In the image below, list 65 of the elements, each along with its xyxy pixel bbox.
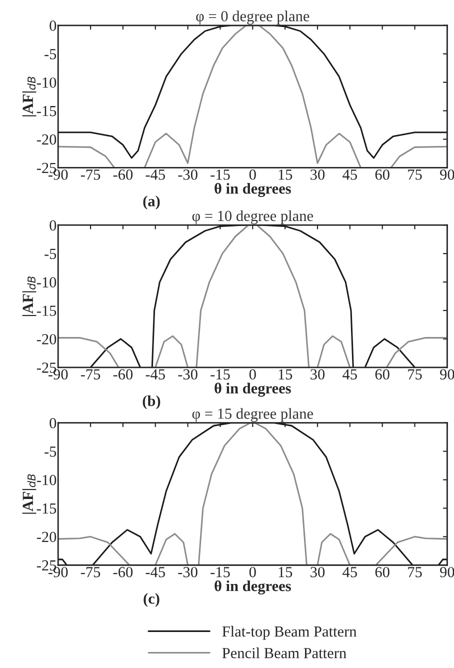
legend-label: Pencil Beam Pattern	[222, 648, 346, 658]
x-tick-label: 30	[310, 369, 325, 380]
text: (b)	[142, 395, 160, 410]
x-tick-label: -75	[80, 369, 100, 380]
x-tick-label: -45	[146, 567, 165, 578]
x-tick-label: -60	[113, 369, 133, 380]
y-tick-label: -15	[36, 306, 56, 316]
x-tick-label: 60	[375, 170, 390, 180]
x-tick-label: -15	[210, 170, 230, 180]
x-tick-label: 15	[278, 170, 292, 180]
x-tick-label: -45	[146, 170, 165, 180]
y-tick-label: -15	[36, 106, 56, 116]
x-tick-label: 90	[440, 369, 454, 380]
y-tick-label: -10	[36, 474, 56, 486]
x-tick-label: 30	[310, 170, 325, 180]
y-tick-label: -5	[44, 446, 56, 457]
x-tick-label: 45	[342, 369, 357, 380]
x-tick-label: 90	[440, 566, 454, 578]
chart-title: φ = 0 degree plane	[196, 10, 310, 25]
y-tick-label: -20	[36, 134, 56, 145]
text: (c)	[144, 593, 160, 607]
y-tick-label: 0	[50, 20, 56, 31]
x-tick-label: 15	[278, 369, 292, 380]
x-axis-title: θ in degrees	[214, 182, 291, 197]
x-tick-label: -30	[178, 170, 198, 180]
legend-label: Flat-top Beam Pattern	[222, 626, 357, 640]
x-axis-title: θ in degrees	[214, 580, 291, 594]
text: (a)	[143, 196, 160, 210]
x-tick-label: -75	[80, 170, 100, 180]
x-tick-label: 45	[342, 170, 357, 180]
y-tick-label: -5	[44, 49, 56, 60]
x-tick-label: 0	[249, 170, 256, 180]
x-tick-label: 0	[249, 369, 256, 380]
y-tick-label: 0	[50, 418, 56, 428]
x-tick-label: 15	[278, 567, 292, 578]
y-tick-label: -20	[36, 334, 56, 344]
x-tick-label: 90	[440, 170, 454, 180]
chart-title: φ = 15 degree plane	[192, 408, 314, 422]
y-tick-label: -10	[36, 77, 56, 88]
x-tick-label: 60	[375, 566, 390, 578]
x-tick-label: 0	[249, 566, 256, 578]
y-tick-label: -15	[36, 503, 56, 514]
y-tick-label: 0	[50, 220, 56, 231]
x-tick-label: -15	[210, 369, 230, 380]
x-tick-label: 75	[408, 369, 422, 380]
y-tick-label: -20	[36, 532, 56, 542]
y-tick-label: -5	[44, 248, 56, 260]
x-tick-label: -45	[146, 369, 165, 380]
x-tick-label: -30	[178, 566, 198, 578]
x-tick-label: -75	[80, 567, 100, 578]
x-tick-label: 30	[310, 566, 325, 578]
y-tick-label: -10	[36, 277, 56, 288]
x-tick-label: -60	[113, 170, 133, 180]
x-tick-label: 60	[375, 369, 390, 380]
x-tick-label: -15	[210, 567, 230, 578]
x-tick-label: -30	[178, 369, 198, 380]
y-axis-title: |AF|$_{dB}$	[22, 276, 36, 316]
y-axis-title: |AF|$_{dB}$	[22, 474, 36, 514]
chart-title: φ = 10 degree plane	[192, 210, 314, 224]
x-tick-label: -60	[113, 566, 133, 578]
y-axis-title: |AF|$_{dB}$	[22, 76, 36, 116]
x-axis-title: θ in degrees	[214, 382, 291, 397]
x-tick-label: 75	[408, 567, 422, 578]
x-tick-label: 75	[408, 170, 422, 180]
x-tick-label: 45	[342, 567, 357, 578]
